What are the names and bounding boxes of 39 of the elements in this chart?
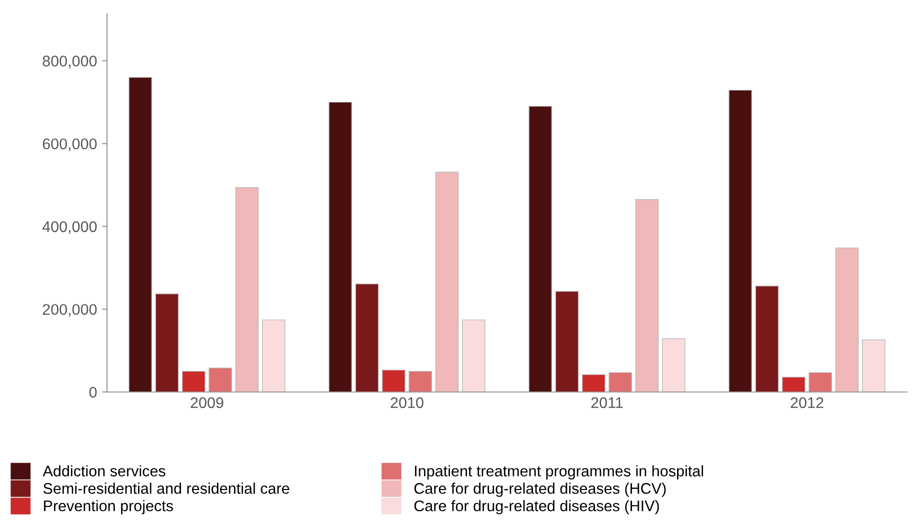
legend-label: Semi-residential and residential care [43,482,290,494]
x-tick-label: 2012 [790,397,824,408]
bar [755,286,779,392]
bar [155,294,179,392]
bar [728,90,752,392]
bar [528,106,552,392]
bar [408,370,432,392]
y-tick-label: 0 [89,386,97,398]
bar [662,338,686,392]
bar [808,372,832,392]
bar [328,102,352,392]
bar [555,291,579,392]
y-tick-label: 600,000 [42,138,97,152]
legend-label: Care for drug-related diseases (HIV) [414,500,659,514]
bar [128,76,152,392]
legend-label: Addiction services [42,465,166,476]
legend-label: Prevention projects [44,500,173,514]
y-tick-label: 200,000 [42,304,97,317]
bar [208,368,232,392]
y-tick-label: 400,000 [42,221,97,234]
x-tick-label: 2011 [591,397,623,408]
bar [782,376,806,392]
bar [608,372,632,392]
bar [355,284,379,392]
bar [435,172,459,392]
bar [635,199,659,392]
bar [462,320,486,392]
x-tick-label: 2010 [390,397,424,408]
bar [262,320,286,392]
legend-label: Inpatient treatment programmes in hospital [415,465,704,480]
bar [182,370,206,392]
bar [835,248,859,392]
bar [382,370,406,392]
x-tick-label: 2009 [190,397,224,408]
y-tick-label: 800,000 [42,56,97,68]
bar [235,187,259,392]
bar [862,339,886,392]
bar [582,374,606,392]
legend-label: Care for drug-related diseases (HCV) [414,482,666,497]
